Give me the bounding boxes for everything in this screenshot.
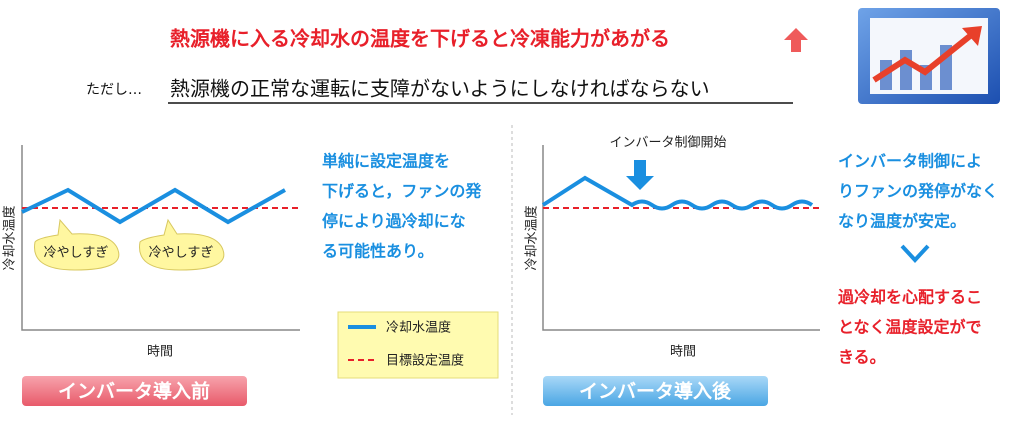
- note-prefix: ただし…: [86, 82, 142, 98]
- conclusion: 過冷却を心配するこ: [837, 288, 982, 307]
- description: 下げると，ファンの発: [322, 182, 482, 201]
- banner-text: インバータ導入前: [58, 380, 210, 403]
- description: 単純に設定温度を: [322, 152, 450, 171]
- banner: [22, 376, 247, 406]
- before-chart: [21, 145, 300, 331]
- banner: [543, 376, 768, 406]
- legend-label: 冷却水温度: [386, 320, 451, 336]
- description: なり温度が安定。: [838, 212, 966, 231]
- up-arrow: [784, 28, 808, 52]
- description: インバータ制御によ: [838, 152, 982, 171]
- x-label: 時間: [670, 345, 696, 360]
- bubble: 冷やしすぎ: [149, 246, 214, 261]
- headline: 熱源機に入る冷却水の温度を下げると冷凍能力があがる: [170, 27, 670, 51]
- description: る可能性あり。: [322, 242, 434, 261]
- chart-icon: [858, 8, 1000, 104]
- y-label: 冷却水温度: [524, 205, 540, 270]
- conclusion: となく温度設定がで: [838, 318, 982, 337]
- note: 熱源機の正常な運転に支障がないようにしなければならない: [170, 77, 710, 101]
- x-label: 時間: [147, 345, 173, 360]
- y-label: 冷却水温度: [2, 205, 18, 270]
- conclusion: きる。: [838, 348, 886, 367]
- description: りファンの発停がなく: [838, 182, 998, 201]
- legend: [337, 311, 499, 379]
- bubble: 冷やしすぎ: [44, 246, 109, 261]
- description: 停により過冷却にな: [322, 212, 466, 231]
- after-chart: [541, 145, 930, 331]
- annotation: インバータ制御開始: [609, 136, 726, 151]
- banner-text: インバータ導入後: [579, 380, 732, 403]
- legend-label: 目標設定温度: [386, 353, 464, 369]
